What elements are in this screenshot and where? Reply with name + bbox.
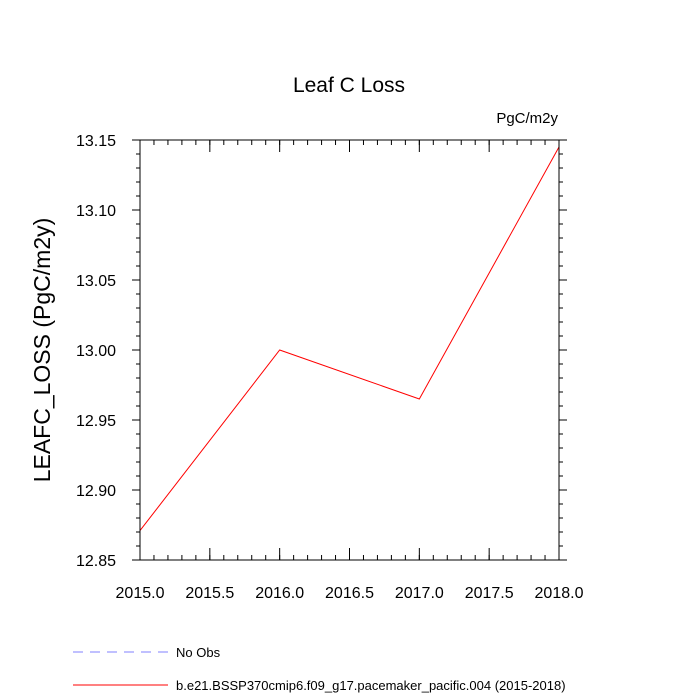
legend: No Obs b.e21.BSSP370cmip6.f09_g17.pacemak… (73, 645, 566, 693)
x-tick-label: 2017.0 (395, 585, 444, 602)
series-line (139, 146, 560, 531)
y-axis-label: LEAFC_LOSS (PgC/m2y) (29, 218, 55, 483)
units-label: PgC/m2y (496, 110, 558, 127)
x-tick-label: 2016.0 (255, 585, 304, 602)
legend-label: b.e21.BSSP370cmip6.f09_g17.pacemaker_pac… (176, 678, 566, 693)
y-tick-label: 12.95 (76, 413, 116, 430)
x-tick-label: 2015.5 (185, 585, 234, 602)
y-tick-label: 12.90 (76, 483, 116, 500)
y-tick-label: 13.15 (76, 133, 116, 150)
x-tick-label: 2017.5 (465, 585, 514, 602)
y-tick-label: 13.05 (76, 273, 116, 290)
axis-tick-labels: 2015.0 2015.5 2016.0 2016.5 2017.0 2017.5 2018… (76, 133, 584, 602)
plot-frame (139, 139, 560, 561)
legend-label: No Obs (176, 645, 221, 660)
x-tick-label: 2015.0 (116, 585, 165, 602)
x-tick-label: 2016.5 (325, 585, 374, 602)
y-tick-label: 12.85 (76, 553, 116, 570)
y-tick-label: 13.10 (76, 203, 116, 220)
x-tick-label: 2018.0 (535, 585, 584, 602)
axis-ticks (132, 139, 567, 561)
series-layer (139, 146, 560, 531)
y-tick-label: 13.00 (76, 343, 116, 360)
chart-title: Leaf C Loss (293, 74, 405, 97)
